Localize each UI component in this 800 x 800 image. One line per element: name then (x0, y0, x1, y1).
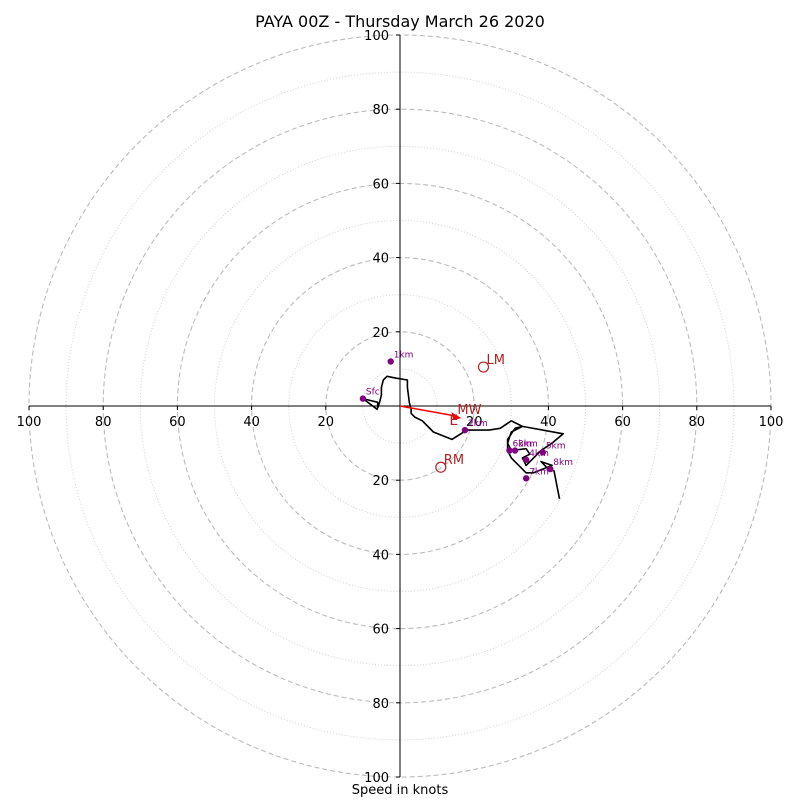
y-tick-label: 80 (372, 103, 389, 118)
storm-motion-label: LM (486, 353, 504, 368)
y-tick-label: 40 (372, 548, 389, 563)
x-tick-label: 20 (466, 415, 483, 430)
effective-label: E (449, 413, 458, 429)
x-tick-label: 60 (169, 415, 186, 430)
y-tick-label: 60 (372, 623, 389, 638)
height-marker-label: 2km (468, 419, 488, 429)
y-tick-label: 60 (372, 177, 389, 192)
height-marker-label: 7km (529, 467, 549, 477)
height-marker-label: 3km (518, 440, 538, 450)
height-marker-label: 6km (512, 440, 532, 450)
height-marker (359, 395, 367, 402)
x-axis-label: Speed in knots (351, 783, 449, 798)
height-marker (539, 449, 547, 456)
height-marker-label: 4km (529, 449, 549, 459)
height-marker (506, 447, 513, 454)
mean-wind-label: MW (457, 403, 481, 418)
storm-motion-marker (477, 361, 490, 373)
x-tick-label: 100 (759, 415, 784, 430)
x-tick-label: 80 (689, 415, 706, 430)
x-tick-label: 20 (318, 415, 335, 430)
y-tick-label: 100 (364, 29, 389, 44)
y-tick-label: 100 (364, 771, 389, 786)
mean-wind-arrow (399, 405, 457, 417)
y-tick-label: 80 (372, 697, 389, 712)
height-marker-label: Sfc (366, 388, 380, 398)
x-tick-label: 100 (17, 415, 42, 430)
y-tick-label: 20 (372, 474, 389, 489)
height-marker-label: 5km (546, 441, 566, 451)
storm-motion-marker (435, 461, 447, 473)
height-marker (522, 475, 530, 482)
mean-wind-arrowhead (451, 412, 462, 421)
height-marker-label: 8km (553, 458, 573, 468)
height-marker (522, 456, 530, 463)
height-marker (461, 426, 469, 434)
height-marker (387, 358, 394, 365)
y-tick-label: 20 (372, 326, 389, 341)
x-tick-label: 40 (540, 415, 557, 430)
x-tick-label: 80 (95, 415, 112, 430)
height-marker (547, 465, 554, 473)
height-marker-label: 1km (394, 350, 414, 360)
storm-motion-label: RM (444, 453, 464, 468)
y-tick-label: 40 (372, 252, 389, 267)
height-marker (511, 447, 519, 454)
x-tick-label: 60 (614, 415, 631, 430)
x-tick-label: 40 (243, 415, 260, 430)
hodograph-trace (362, 375, 565, 499)
chart-title: PAYA 00Z - Thursday March 26 2020 (255, 12, 545, 31)
